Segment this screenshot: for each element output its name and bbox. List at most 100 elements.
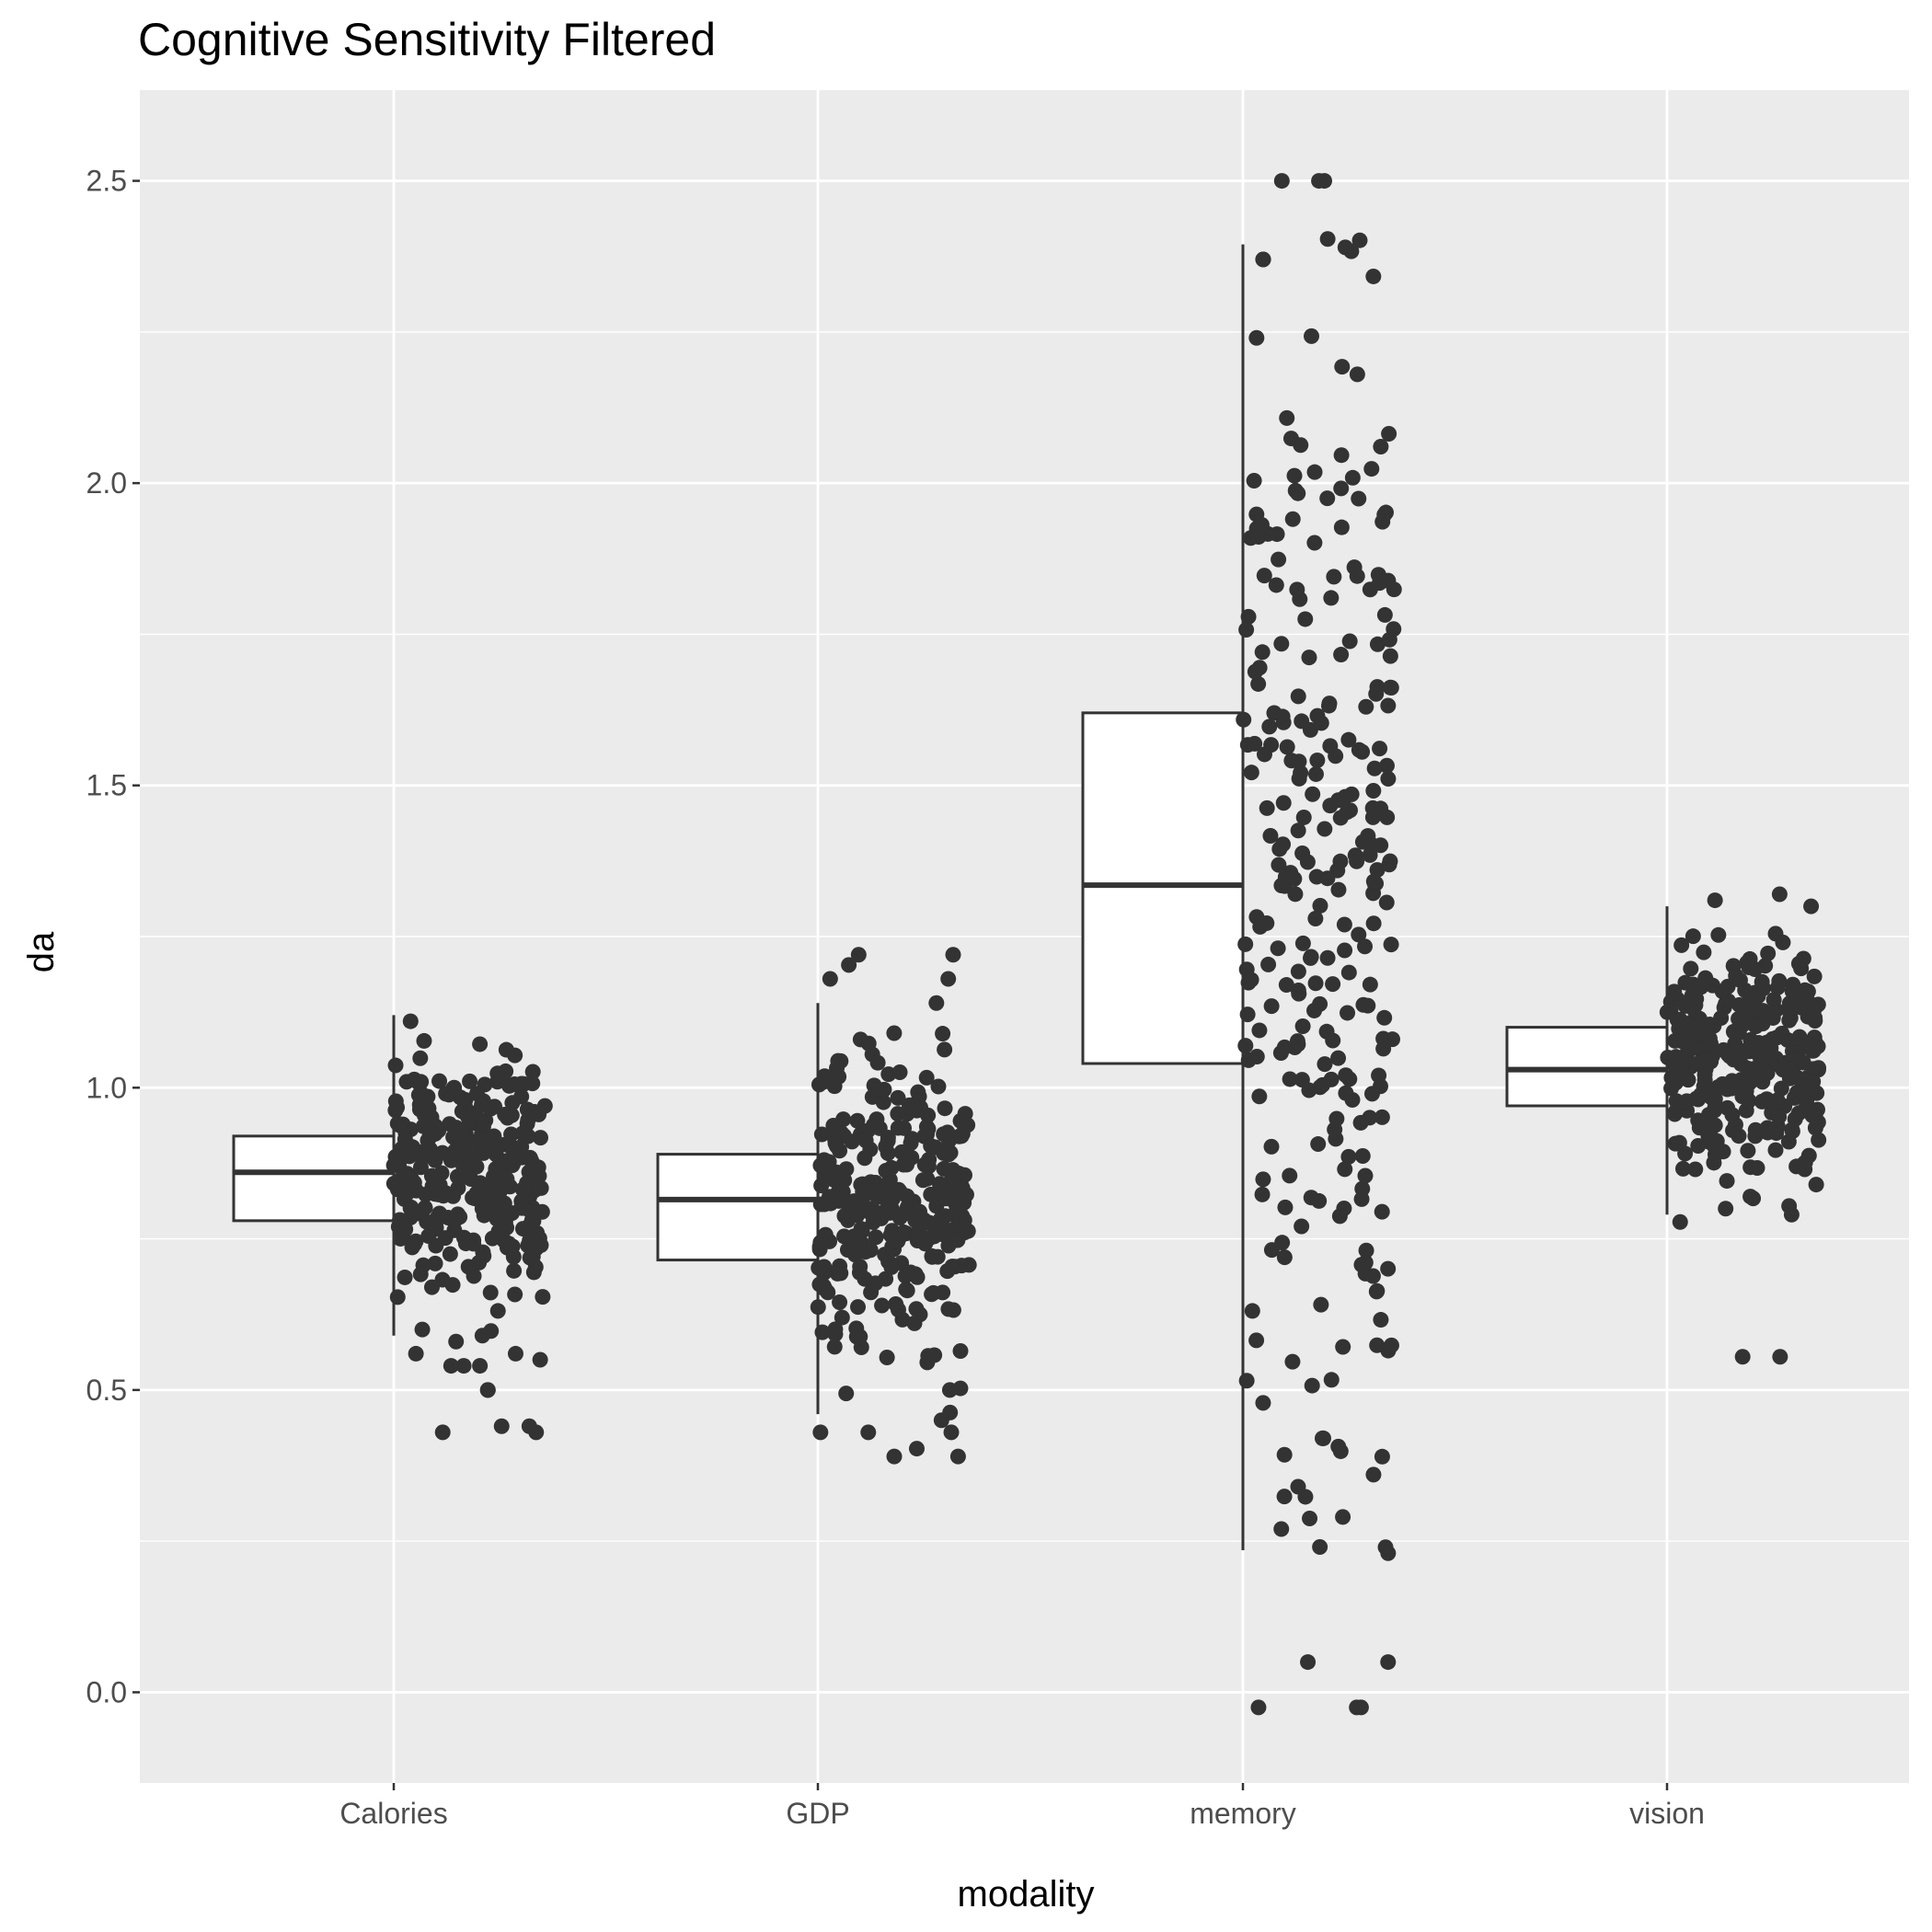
data-point [852, 1259, 868, 1275]
data-point [1243, 765, 1259, 781]
data-point [1254, 1186, 1271, 1202]
data-point [935, 1284, 951, 1301]
data-point [1382, 648, 1398, 664]
data-point [389, 1099, 406, 1116]
data-point [1725, 1023, 1742, 1040]
data-point [933, 1211, 949, 1227]
boxplot-gdp [656, 1003, 820, 1415]
data-point [951, 1166, 968, 1182]
box [1505, 1026, 1669, 1108]
data-point [461, 1116, 477, 1133]
data-point [1749, 1160, 1765, 1177]
data-point [895, 1206, 912, 1223]
data-point [1783, 1206, 1800, 1223]
data-point [939, 1263, 956, 1280]
data-point [838, 1386, 855, 1402]
data-point [1378, 757, 1395, 774]
data-point [1368, 1283, 1385, 1300]
data-point [1755, 980, 1772, 996]
data-point [833, 1265, 849, 1282]
data-point [1276, 1249, 1293, 1266]
data-point [1290, 822, 1306, 839]
data-point [1246, 473, 1262, 489]
data-point [1274, 1235, 1291, 1251]
data-point [1746, 960, 1763, 977]
data-point [486, 1168, 502, 1185]
data-point [1255, 1171, 1271, 1188]
data-point [1769, 979, 1786, 995]
data-point [434, 1424, 451, 1441]
data-point [1275, 795, 1292, 811]
data-point [1725, 1122, 1742, 1139]
data-point [811, 1076, 827, 1093]
data-point [1250, 1699, 1267, 1716]
data-point [953, 1128, 970, 1144]
data-point [868, 1175, 884, 1191]
data-point [1304, 328, 1320, 344]
data-point [389, 1289, 406, 1305]
data-point [940, 1237, 957, 1254]
data-point [825, 1171, 842, 1188]
data-point [940, 1301, 957, 1317]
data-point [507, 1047, 523, 1064]
data-point [1678, 1093, 1695, 1110]
data-point [420, 1228, 437, 1245]
data-point [1807, 1103, 1823, 1120]
data-point [1336, 916, 1352, 933]
data-point [1780, 1133, 1797, 1150]
data-point [1340, 731, 1357, 748]
x-tick-label: GDP [786, 1797, 849, 1830]
data-point [1742, 1189, 1759, 1205]
data-point [852, 1242, 868, 1259]
data-point [1382, 853, 1398, 869]
data-point [1381, 425, 1397, 442]
data-point [890, 1106, 906, 1122]
data-point [1373, 837, 1389, 854]
data-point [1266, 705, 1282, 721]
data-point [1666, 983, 1683, 1000]
data-point [1719, 978, 1736, 995]
y-tick-label: 2.5 [86, 165, 127, 198]
data-point [1295, 809, 1312, 825]
data-point [392, 1230, 408, 1247]
data-point [1306, 535, 1323, 551]
data-point [1674, 1160, 1691, 1177]
data-point [928, 995, 945, 1011]
data-point [391, 1117, 408, 1133]
data-point [1693, 979, 1709, 995]
data-point [443, 1358, 459, 1374]
data-point [1248, 1332, 1265, 1349]
data-point [823, 1191, 840, 1208]
data-point [1337, 239, 1353, 256]
data-point [1380, 1342, 1397, 1359]
data-point [427, 1255, 443, 1271]
data-point [838, 1161, 855, 1178]
data-point [822, 971, 838, 987]
data-point [1369, 636, 1386, 652]
data-point [1313, 715, 1329, 731]
data-point [1307, 975, 1324, 992]
data-point [1366, 760, 1383, 776]
data-point [935, 1026, 951, 1042]
data-point [940, 1146, 957, 1163]
data-point [1341, 633, 1358, 650]
data-point [947, 1194, 963, 1211]
data-point [498, 1063, 514, 1079]
data-point [1747, 1121, 1764, 1138]
data-point [1758, 1034, 1775, 1051]
data-point [527, 1259, 544, 1275]
data-point [1299, 854, 1316, 870]
data-point [1307, 765, 1324, 782]
data-point [1807, 1035, 1823, 1052]
data-point [1240, 974, 1257, 991]
data-point [850, 947, 867, 963]
data-point [1313, 1296, 1329, 1313]
data-point [1284, 1353, 1301, 1370]
data-point [1251, 660, 1268, 676]
data-point [1358, 1242, 1374, 1259]
data-point [1704, 977, 1720, 994]
data-point [462, 1152, 478, 1168]
data-point [532, 1351, 548, 1368]
data-point [388, 1156, 405, 1173]
data-point [482, 1284, 499, 1301]
